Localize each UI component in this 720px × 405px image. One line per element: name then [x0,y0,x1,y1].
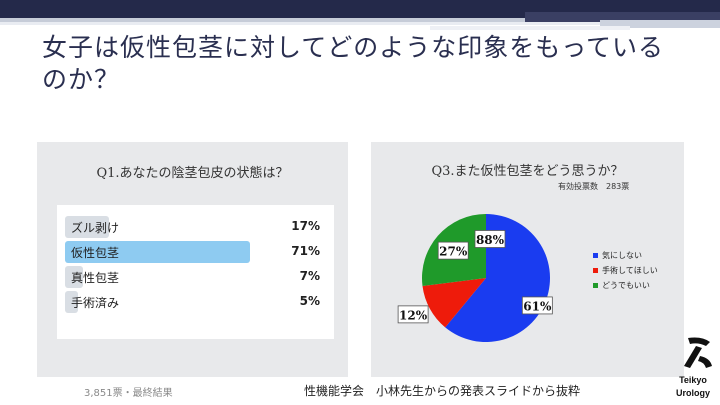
source-caption: 性機能学会 小林先生からの発表スライドから抜粋 [304,384,581,398]
pie-annotation: 88% [474,230,506,248]
legend-label: 気にしない [602,250,642,260]
votes-label: 有効投票数 283票 [558,182,630,191]
top-stripe [0,18,720,22]
pie-panel: Q3.また仮性包茎をどう思うか？ 有効投票数 283票 61% 12% 27% 88%… [371,142,684,377]
poll-option-label: ズル剥け [71,221,120,235]
slide-title: 女子は仮性包茎に対してどのような印象をもっているのか？ [42,33,665,94]
top-accent-faint [430,26,630,30]
legend-swatch [593,253,598,258]
poll-footnote: 3,851票・最終結果 [84,388,173,399]
poll-row: 手術済み 5% [65,291,320,313]
top-accent-dark [525,12,720,22]
poll-option-percent: 17% [291,219,320,233]
pie-title: Q3.また仮性包茎をどう思うか？ [431,164,624,179]
logo-text-line1: Teikyo [679,375,707,385]
legend-label: どうでもいい [602,281,650,290]
poll-option-percent: 7% [299,269,320,283]
top-stripe-light [0,22,720,25]
poll-bar [65,241,250,263]
poll-row: ズル剥け 17% [65,216,320,238]
pie-data-label: 27% [437,241,469,260]
poll-option-label: 真性包茎 [71,271,120,285]
poll-bar [65,216,110,238]
logo-text-line2: Urology [675,388,710,398]
poll-option-label: 手術済み [71,296,120,310]
poll-card: ズル剥け 17% 仮性包茎 71% 真性包茎 7% 手術済み 5% 3,851票・最終結果 [57,205,334,399]
poll-row: 真性包茎 7% [65,266,320,288]
poll-option-label: 仮性包茎 [71,246,120,260]
svg-text:12%: 12% [399,308,428,322]
poll-title: Q1.あなたの陰茎包皮の状態は？ [96,166,289,181]
pie-slice [422,278,486,328]
poll-panel: Q1.あなたの陰茎包皮の状態は？ ズル剥け 17% 仮性包茎 71% 真性包茎 7% 手術済… [37,142,348,399]
poll-bar [65,266,84,288]
poll-option-percent: 71% [291,244,320,258]
svg-text:61%: 61% [523,299,552,313]
poll-bar [65,291,79,313]
pie-data-label: 61% [521,296,553,315]
legend-label: 手術してほしい [602,265,658,275]
top-accent-light [600,20,720,28]
poll-row: 仮性包茎 71% [65,241,320,263]
legend-swatch [593,283,598,288]
logo-mark-icon [684,337,712,368]
poll-option-percent: 5% [299,294,320,308]
teikyo-urology-logo: Teikyo Urology [666,334,720,405]
legend-swatch [593,268,598,273]
svg-text:88%: 88% [476,233,505,247]
pie-data-label: 12% [397,305,429,324]
svg-text:27%: 27% [439,245,468,259]
